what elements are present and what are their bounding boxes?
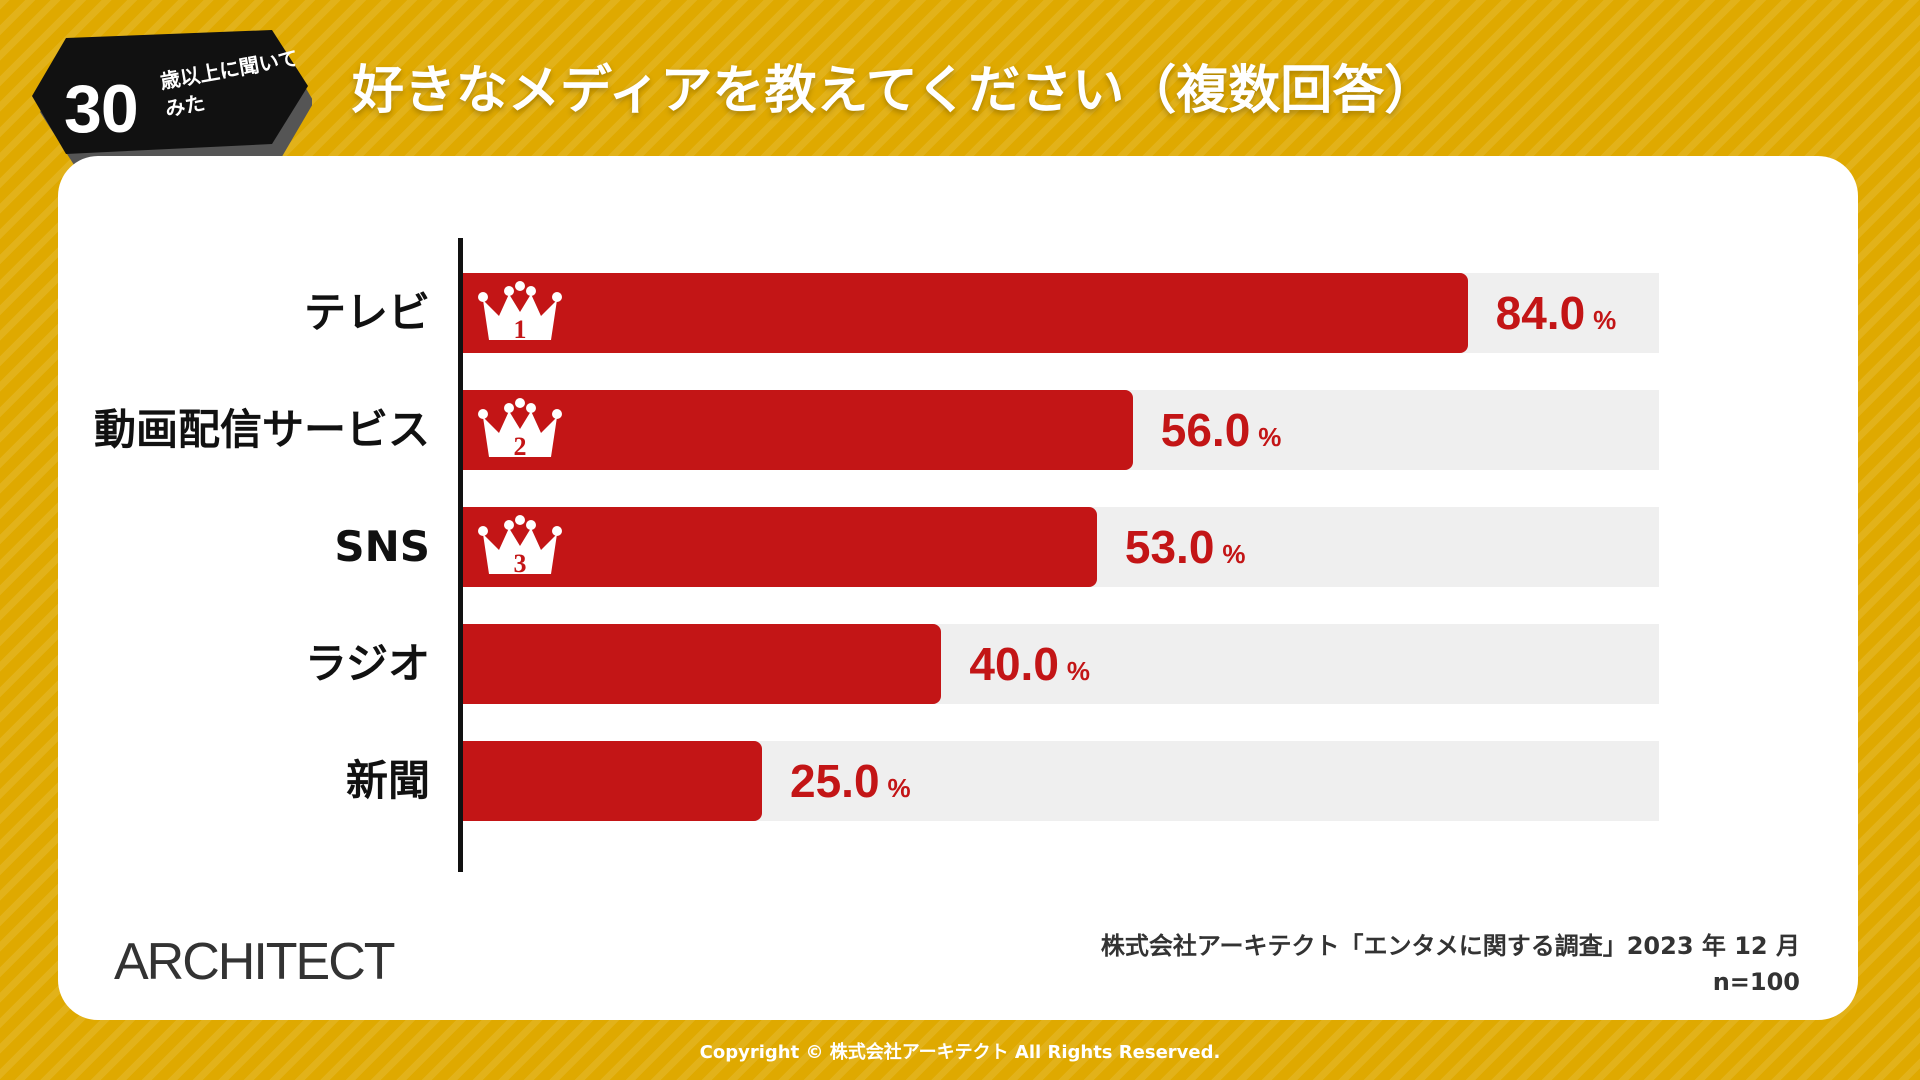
y-axis-line bbox=[458, 238, 463, 872]
crown-icon: 1 bbox=[478, 281, 562, 344]
page-title: 好きなメディアを教えてください（複数回答） bbox=[352, 61, 1437, 121]
value-unit: % bbox=[1593, 305, 1617, 335]
category-label: 新聞 bbox=[345, 756, 430, 805]
rank-number: 1 bbox=[514, 315, 527, 344]
badge-number: 30 bbox=[64, 71, 139, 147]
value-unit: % bbox=[1258, 422, 1282, 452]
copyright: Copyright © 株式会社アーキテクト All Rights Reserv… bbox=[699, 1042, 1221, 1063]
value-label: 84.0% bbox=[1496, 273, 1617, 353]
age-badge: 30 歳以上に聞いてみた bbox=[32, 28, 314, 178]
value-unit: % bbox=[887, 773, 911, 803]
crown-icon: 3 bbox=[478, 515, 562, 578]
category-label: 動画配信サービス bbox=[93, 405, 430, 454]
value-unit: % bbox=[1066, 656, 1091, 686]
value-number: 53.0 bbox=[1124, 521, 1215, 573]
value-unit: % bbox=[1222, 539, 1246, 569]
rank-number: 2 bbox=[514, 432, 527, 461]
architect-logo: ARCHITECT bbox=[114, 933, 396, 991]
crown-icon: 2 bbox=[478, 398, 562, 461]
badge-shape bbox=[32, 30, 314, 168]
source-text: 株式会社アーキテクト「エンタメに関する調査」2023 年 12 月 bbox=[1100, 932, 1800, 960]
bar bbox=[463, 507, 1097, 587]
value-label: 53.0% bbox=[1125, 507, 1246, 587]
value-number: 56.0 bbox=[1160, 404, 1251, 456]
category-label: ラジオ bbox=[304, 639, 430, 688]
value-number: 25.0 bbox=[790, 755, 880, 807]
bar bbox=[463, 390, 1133, 470]
category-label: SNS bbox=[334, 522, 430, 571]
bar bbox=[463, 273, 1468, 353]
rank-number: 3 bbox=[514, 549, 527, 578]
value-label: 25.0% bbox=[790, 741, 911, 821]
sample-size: n=100 bbox=[1712, 968, 1800, 996]
value-label: 40.0% bbox=[969, 624, 1090, 704]
bar bbox=[463, 741, 762, 821]
bar bbox=[463, 624, 942, 704]
value-number: 40.0 bbox=[969, 638, 1059, 690]
value-number: 84.0 bbox=[1495, 287, 1586, 339]
category-label: テレビ bbox=[303, 288, 430, 337]
source-note: 株式会社アーキテクト「エンタメに関する調査」2023 年 12 月 n=100 bbox=[1101, 928, 1800, 1000]
value-label: 56.0% bbox=[1161, 390, 1282, 470]
